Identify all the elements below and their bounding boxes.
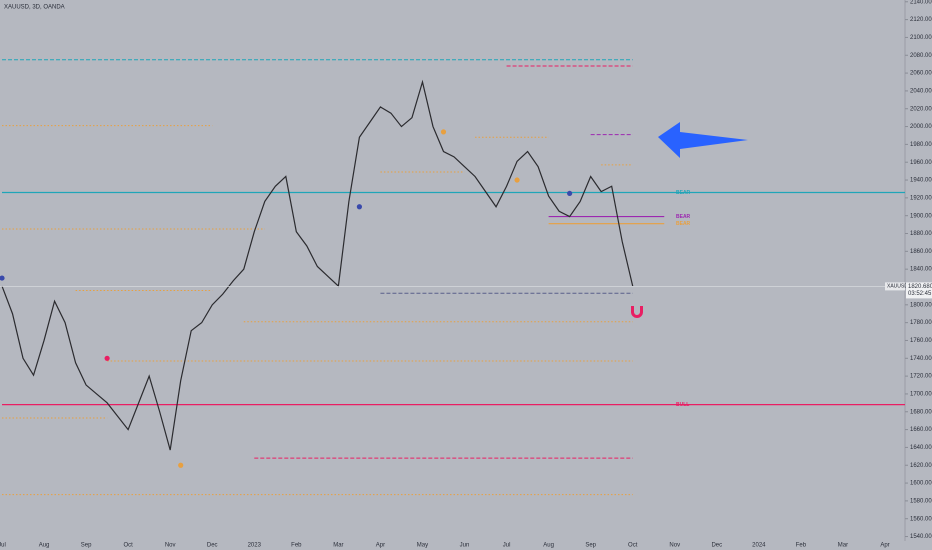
y-tick-label: 1920.00	[910, 195, 932, 201]
signal-dot	[104, 355, 110, 361]
x-tick-label: Apr	[880, 543, 889, 549]
y-tick-label: 1680.00	[910, 409, 932, 415]
y-tick-label: 1540.00	[910, 534, 932, 540]
x-tick-label: Oct	[628, 543, 638, 549]
x-tick-label: Oct	[123, 543, 133, 549]
countdown-label: 03:52:45	[908, 291, 932, 297]
level-label: BEAR	[676, 214, 691, 220]
y-tick-label: 1580.00	[910, 498, 932, 504]
y-tick-label: 1720.00	[910, 374, 932, 380]
magnet-icon	[631, 306, 643, 318]
arrow	[658, 122, 748, 158]
x-tick-label: 2023	[248, 543, 262, 549]
x-tick-label: Sep	[81, 543, 92, 549]
price-tag	[906, 282, 932, 299]
y-tick-label: 1760.00	[910, 338, 932, 344]
x-tick-label: Jul	[0, 543, 6, 549]
chart-title: XAUUSD, 3D, OANDA	[4, 5, 65, 11]
y-tick-label: 1660.00	[910, 427, 932, 433]
x-tick-label: Dec	[207, 543, 218, 549]
y-tick-label: 1880.00	[910, 231, 932, 237]
y-tick-label: 2040.00	[910, 88, 932, 94]
signal-dot	[356, 204, 363, 210]
price-line	[1, 79, 634, 451]
signal-dot	[0, 275, 5, 281]
x-tick-label: Feb	[291, 543, 302, 549]
x-tick-label: Jul	[503, 543, 511, 549]
signal-dot	[514, 177, 520, 183]
y-tick-label: 1980.00	[910, 142, 932, 148]
x-tick-label: Dec	[711, 543, 722, 549]
y-tick-label: 2120.00	[910, 17, 932, 23]
x-tick-label: May	[417, 543, 428, 549]
x-tick-label: Nov	[669, 543, 680, 549]
x-tick-label: Sep	[585, 543, 596, 549]
y-tick-label: 1620.00	[910, 463, 932, 469]
x-tick-label: Apr	[376, 543, 385, 549]
y-tick-label: 1700.00	[910, 392, 932, 398]
y-tick-label: 1800.00	[910, 302, 932, 308]
y-tick-label: 1840.00	[910, 267, 932, 273]
x-tick-label: Nov	[165, 543, 176, 549]
symbol-label: XAUUSD	[887, 284, 908, 290]
y-tick-label: 2080.00	[910, 53, 932, 59]
x-tick-label: Mar	[333, 543, 343, 549]
y-tick-label: 1560.00	[910, 516, 932, 522]
level-label: BEAR	[676, 221, 691, 227]
x-tick-label: Mar	[838, 543, 848, 549]
signal-dot	[440, 129, 447, 135]
y-tick-label: 1640.00	[910, 445, 932, 451]
x-tick-label: Aug	[543, 543, 554, 549]
y-tick-label: 2020.00	[910, 106, 932, 112]
y-tick-label: 1940.00	[910, 178, 932, 184]
y-tick-label: 1600.00	[910, 481, 932, 487]
x-tick-label: 2024	[752, 543, 766, 549]
y-tick-label: 1900.00	[910, 213, 932, 219]
level-label: BEAR	[676, 190, 691, 196]
y-tick-label: 1780.00	[910, 320, 932, 326]
x-tick-label: Feb	[796, 543, 807, 549]
last-price-label: 1820.680	[908, 284, 932, 290]
x-tick-label: Jun	[460, 543, 470, 549]
y-tick-label: 2000.00	[910, 124, 932, 130]
signal-dot	[178, 462, 184, 468]
level-label: BULL	[676, 402, 689, 408]
y-tick-label: 1740.00	[910, 356, 932, 362]
y-tick-label: 1960.00	[910, 160, 932, 166]
y-tick-label: 2100.00	[910, 35, 932, 41]
x-tick-label: Aug	[39, 543, 50, 549]
symbol-tag	[885, 282, 905, 291]
signal-dot	[567, 190, 573, 197]
y-tick-label: 1860.00	[910, 249, 932, 255]
y-tick-label: 2140.00	[910, 0, 932, 5]
y-tick-label: 2060.00	[910, 71, 932, 77]
